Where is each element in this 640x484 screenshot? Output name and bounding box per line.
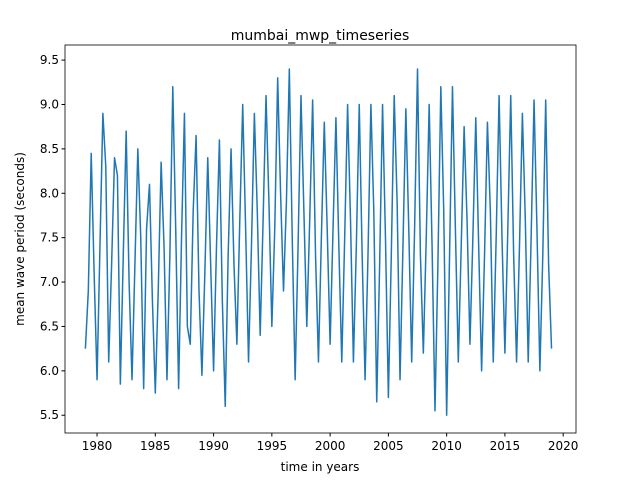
x-tick-label: 1980 xyxy=(82,439,113,453)
y-axis-label: mean wave period (seconds) xyxy=(13,152,27,326)
y-tick-label: 8.0 xyxy=(40,186,59,200)
y-tick-label: 9.0 xyxy=(40,97,59,111)
x-tick-label: 1995 xyxy=(257,439,288,453)
x-axis-label: time in years xyxy=(281,460,360,474)
x-tick-label: 2015 xyxy=(490,439,521,453)
y-tick-label: 6.0 xyxy=(40,364,59,378)
chart-title: mumbai_mwp_timeseries xyxy=(231,28,410,44)
x-tick-label: 2020 xyxy=(548,439,579,453)
x-tick-label: 2005 xyxy=(373,439,404,453)
y-tick-label: 7.5 xyxy=(40,231,59,245)
x-tick-label: 2010 xyxy=(431,439,462,453)
y-tick-label: 6.5 xyxy=(40,319,59,333)
y-tick-label: 5.5 xyxy=(40,408,59,422)
x-tick-label: 2000 xyxy=(315,439,346,453)
x-tick-label: 1990 xyxy=(198,439,229,453)
y-tick-label: 7.0 xyxy=(40,275,59,289)
y-tick-label: 9.5 xyxy=(40,53,59,67)
y-tick-label: 8.5 xyxy=(40,142,59,156)
x-tick-label: 1985 xyxy=(140,439,171,453)
plot-frame xyxy=(64,44,577,434)
data-line xyxy=(84,68,553,416)
